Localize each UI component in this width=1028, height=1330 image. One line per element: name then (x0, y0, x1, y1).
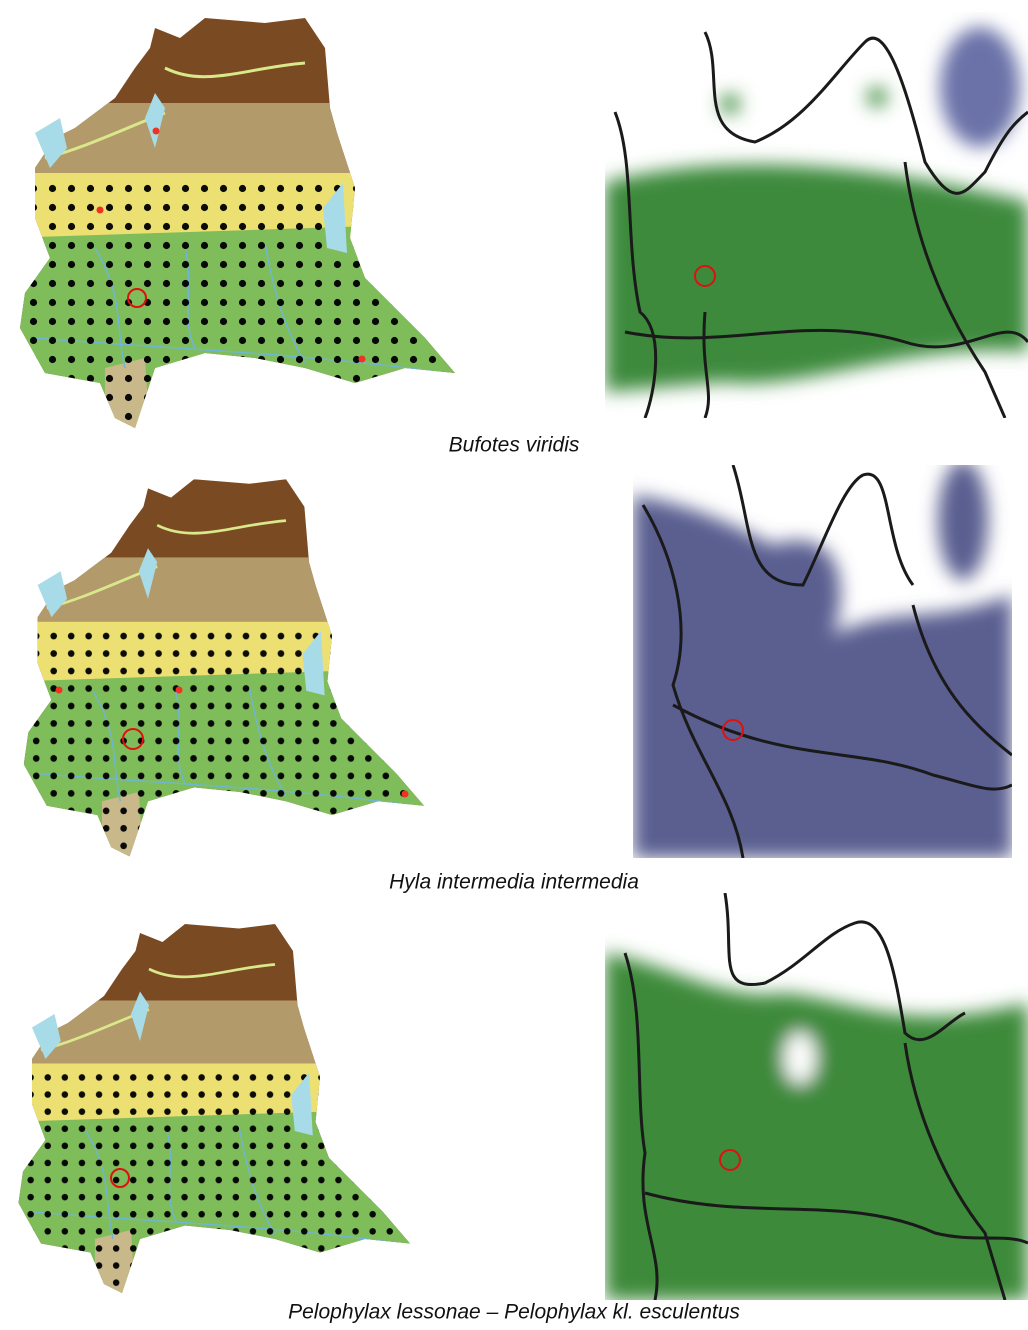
record-dot (56, 687, 63, 694)
distribution-map (5, 8, 465, 438)
range-map (605, 893, 1028, 1300)
record-dot (153, 128, 160, 135)
panel: Pelophylax lessonae – Pelophylax kl. esc… (5, 893, 1028, 1324)
caption: Hyla intermedia intermedia (389, 871, 639, 894)
panel: Hyla intermedia intermedia (10, 460, 1012, 894)
caption: Bufotes viridis (449, 434, 580, 457)
distribution-map (10, 470, 433, 866)
record-dot (176, 687, 183, 694)
figure: Bufotes viridis Hyla intermedia intermed… (0, 0, 1028, 1330)
record-dot (402, 791, 409, 798)
record-dot (359, 356, 366, 363)
range-map (633, 460, 1012, 858)
record-dot (97, 207, 104, 214)
distribution-map (5, 915, 419, 1302)
panel: Bufotes viridis (5, 8, 1028, 457)
range-map (605, 12, 1028, 418)
caption: Pelophylax lessonae – Pelophylax kl. esc… (288, 1301, 740, 1324)
